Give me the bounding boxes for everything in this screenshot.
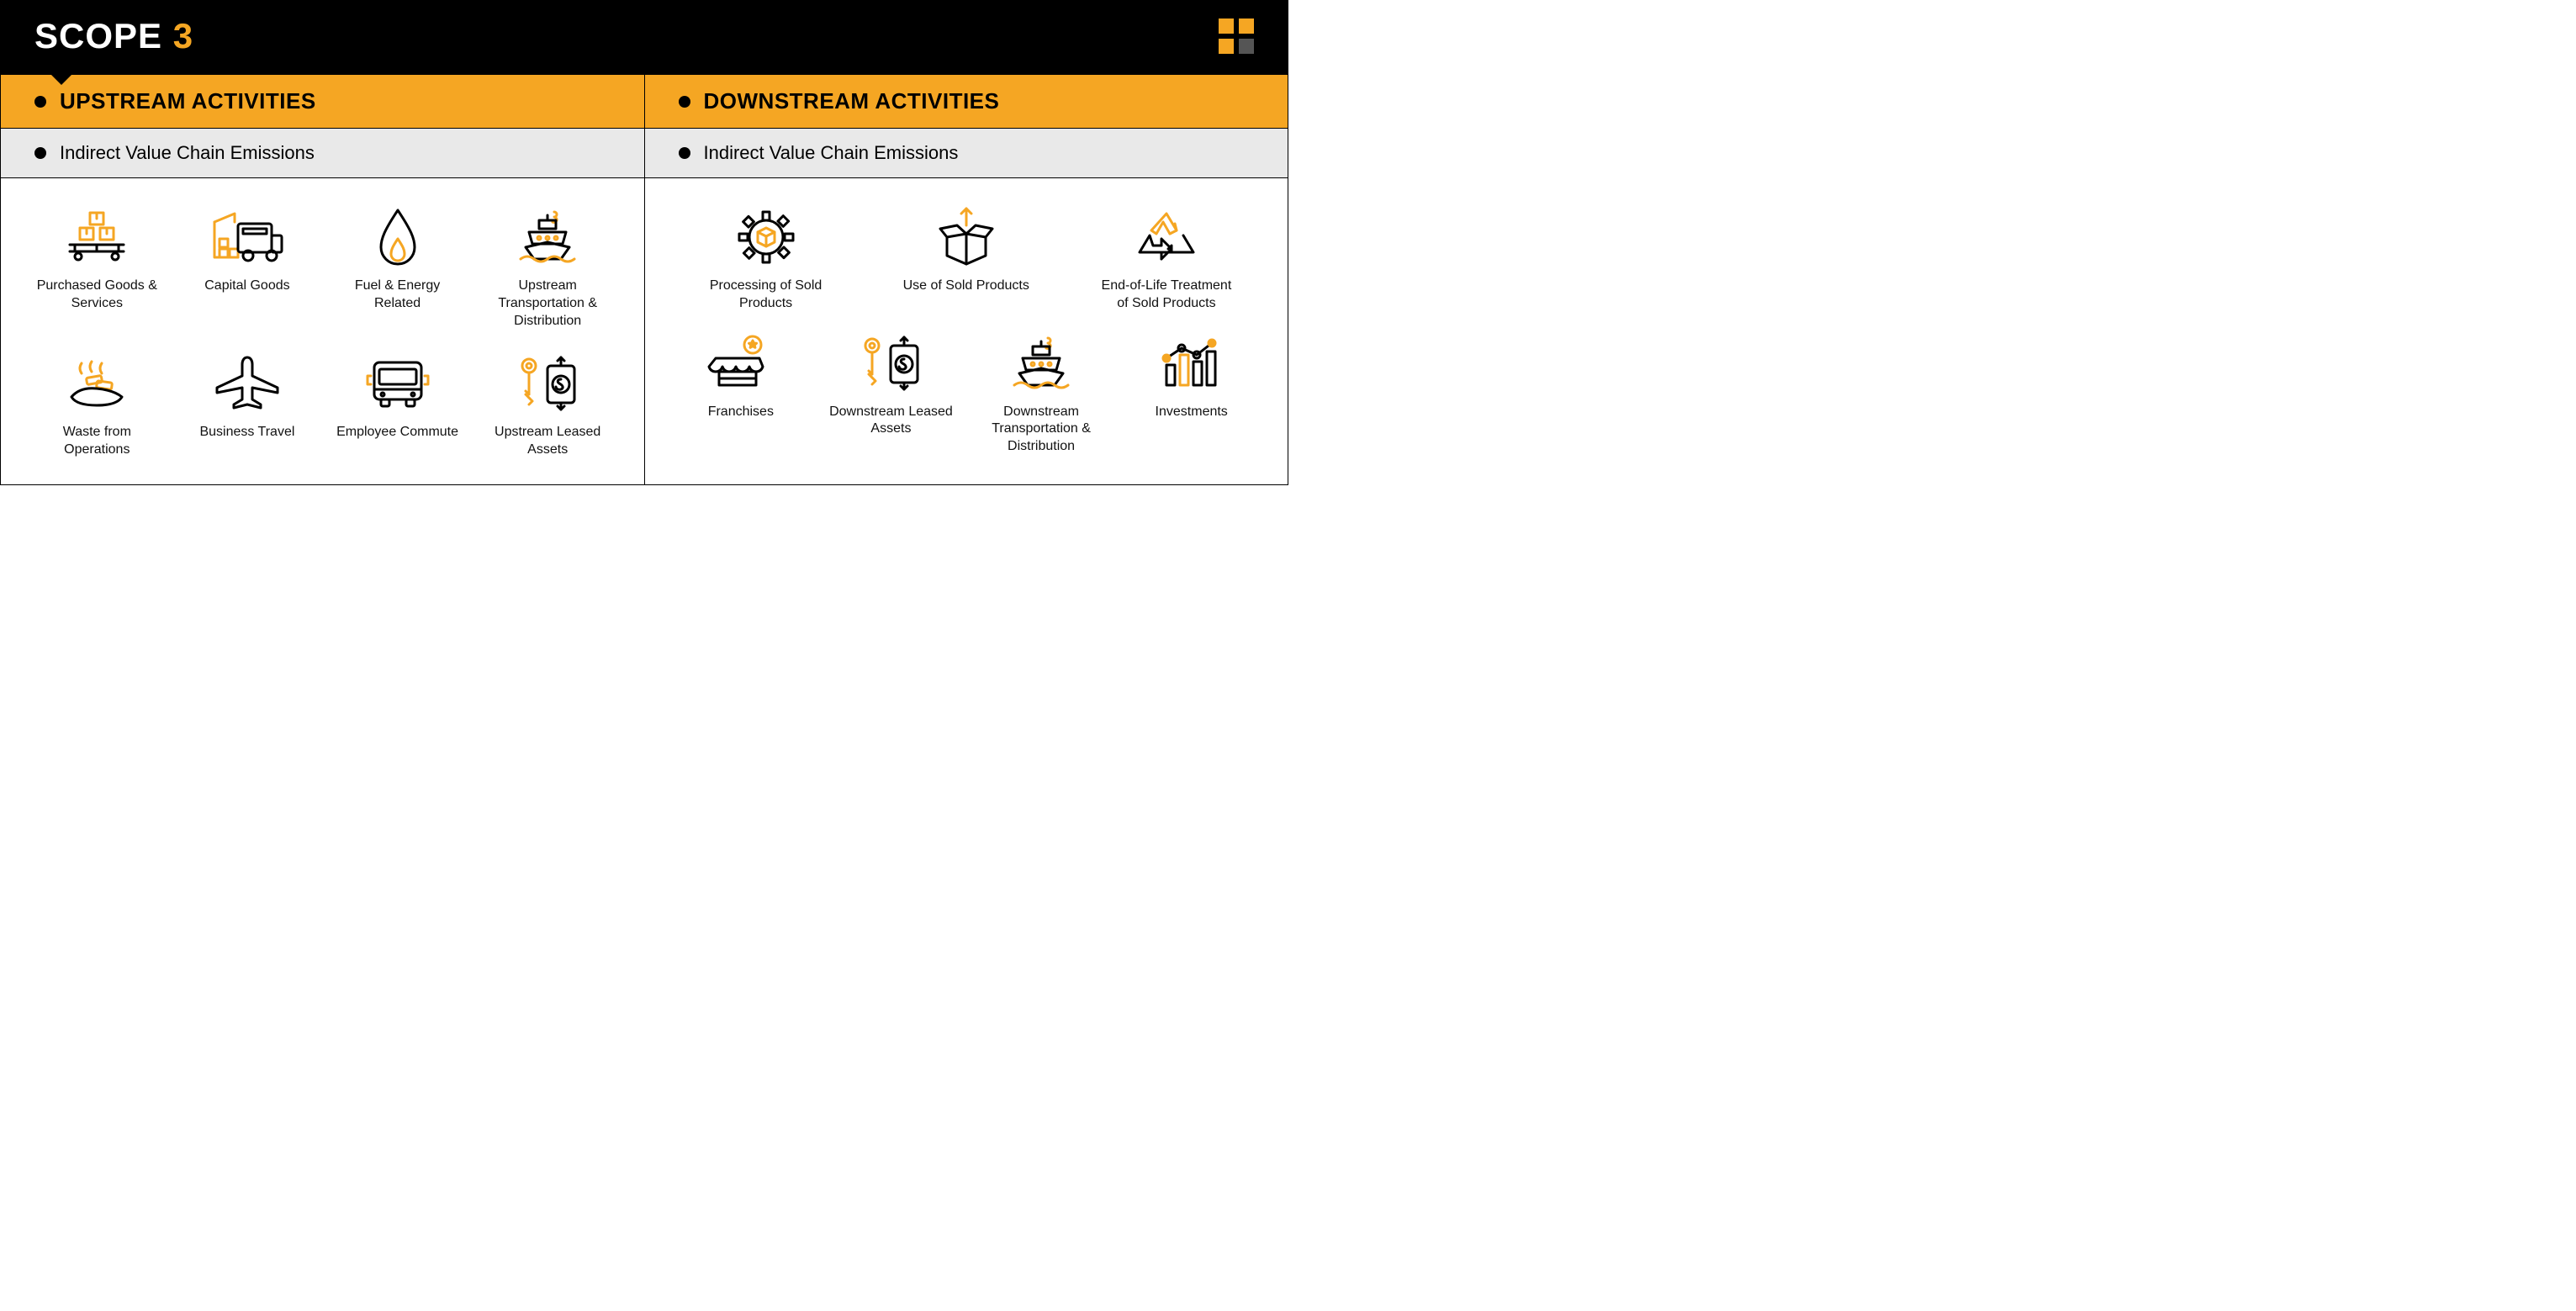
- item-label: Fuel & Energy Related: [331, 278, 465, 313]
- item-employee-commute: Employee Commute: [331, 350, 465, 441]
- item-downstream-leased-assets: Downstream Leased Assets: [823, 330, 958, 439]
- franchise-icon: [674, 330, 808, 397]
- leased-assets-icon: [823, 330, 958, 397]
- item-label: Capital Goods: [180, 278, 315, 295]
- header-pointer: [51, 75, 71, 85]
- gear-box-icon: [699, 204, 833, 271]
- item-label: Downstream Leased Assets: [823, 404, 958, 439]
- item-waste: Waste from Operations: [29, 350, 164, 459]
- columns: UPSTREAM ACTIVITIES Indirect Value Chain…: [1, 75, 1288, 484]
- item-label: Upstream Transportation & Distribution: [480, 278, 615, 330]
- title-prefix: SCOPE: [34, 16, 173, 56]
- ship-icon: [480, 204, 615, 271]
- bullet-icon: [679, 96, 690, 108]
- item-label: Downstream Transportation & Distribution: [974, 404, 1108, 456]
- investments-icon: [1124, 330, 1259, 397]
- scope3-infographic: SCOPE 3 UPSTREAM ACTIVITIES Indirect Val…: [0, 0, 1288, 485]
- item-label: Employee Commute: [331, 424, 465, 441]
- item-label: Purchased Goods & Services: [29, 278, 164, 313]
- upstream-column: UPSTREAM ACTIVITIES Indirect Value Chain…: [1, 75, 645, 484]
- bullet-icon: [34, 147, 46, 159]
- item-purchased-goods: Purchased Goods & Services: [29, 204, 164, 313]
- header-bar: SCOPE 3: [1, 1, 1288, 75]
- item-label: Business Travel: [180, 424, 315, 441]
- page-title: SCOPE 3: [34, 16, 193, 56]
- logo-square-4: [1239, 39, 1254, 54]
- item-capital-goods: Capital Goods: [180, 204, 315, 295]
- item-business-travel: Business Travel: [180, 350, 315, 441]
- item-label: Franchises: [674, 404, 808, 421]
- item-label: Use of Sold Products: [899, 278, 1034, 295]
- item-label: Investments: [1124, 404, 1259, 421]
- item-investments: Investments: [1124, 330, 1259, 421]
- logo-square-3: [1219, 39, 1234, 54]
- item-end-of-life: End-of-Life Treatment of Sold Products: [1099, 204, 1234, 313]
- pallet-boxes-icon: [29, 204, 164, 271]
- open-box-arrow-icon: [899, 204, 1034, 271]
- plane-icon: [180, 350, 315, 417]
- downstream-column: DOWNSTREAM ACTIVITIES Indirect Value Cha…: [645, 75, 1288, 484]
- waste-icon: [29, 350, 164, 417]
- downstream-heading-band: DOWNSTREAM ACTIVITIES: [645, 75, 1288, 129]
- upstream-heading: UPSTREAM ACTIVITIES: [60, 88, 316, 114]
- title-number: 3: [173, 16, 193, 56]
- bullet-icon: [679, 147, 690, 159]
- item-label: Waste from Operations: [29, 424, 164, 459]
- ship-icon: [974, 330, 1108, 397]
- item-use-of-sold: Use of Sold Products: [899, 204, 1034, 295]
- downstream-heading: DOWNSTREAM ACTIVITIES: [704, 88, 1000, 114]
- recycle-icon: [1099, 204, 1234, 271]
- item-fuel-energy: Fuel & Energy Related: [331, 204, 465, 313]
- flame-drop-icon: [331, 204, 465, 271]
- upstream-heading-band: UPSTREAM ACTIVITIES: [1, 75, 644, 129]
- downstream-subtitle-band: Indirect Value Chain Emissions: [645, 129, 1288, 178]
- item-franchises: Franchises: [674, 330, 808, 421]
- leased-assets-icon: [480, 350, 615, 417]
- logo-square-1: [1219, 19, 1234, 34]
- item-processing-sold: Processing of Sold Products: [699, 204, 833, 313]
- bus-icon: [331, 350, 465, 417]
- item-label: Processing of Sold Products: [699, 278, 833, 313]
- warehouse-truck-icon: [180, 204, 315, 271]
- logo-squares: [1219, 19, 1254, 54]
- bullet-icon: [34, 96, 46, 108]
- upstream-grid: Purchased Goods & Services Capita: [1, 178, 644, 484]
- item-label: End-of-Life Treatment of Sold Products: [1099, 278, 1234, 313]
- upstream-subtitle-band: Indirect Value Chain Emissions: [1, 129, 644, 178]
- downstream-grid-row2: Franchises: [645, 321, 1288, 481]
- item-upstream-leased-assets: Upstream Leased Assets: [480, 350, 615, 459]
- downstream-subtitle: Indirect Value Chain Emissions: [704, 142, 959, 164]
- downstream-grid-row1: Processing of Sold Products Use of Sold …: [645, 178, 1288, 321]
- item-label: Upstream Leased Assets: [480, 424, 615, 459]
- item-upstream-transport: Upstream Transportation & Distribution: [480, 204, 615, 330]
- upstream-subtitle: Indirect Value Chain Emissions: [60, 142, 315, 164]
- item-downstream-transport: Downstream Transportation & Distribution: [974, 330, 1108, 456]
- logo-square-2: [1239, 19, 1254, 34]
